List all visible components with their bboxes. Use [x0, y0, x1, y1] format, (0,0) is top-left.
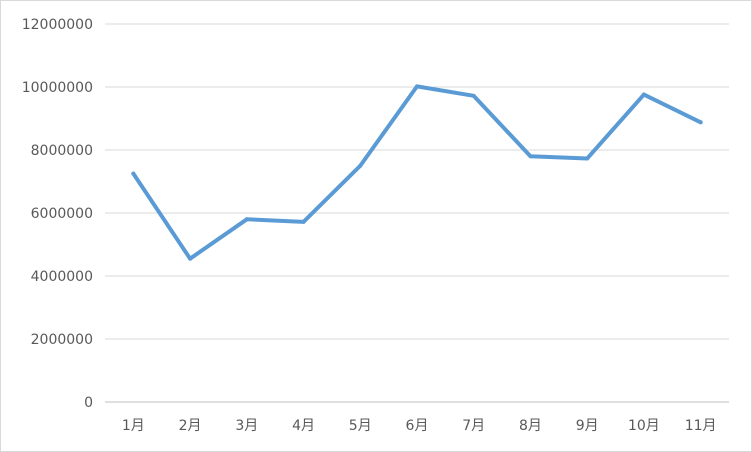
data-point — [131, 171, 136, 176]
data-point — [641, 92, 646, 97]
y-tick-label: 2000000 — [31, 332, 93, 348]
y-tick-label: 8000000 — [31, 143, 93, 159]
y-tick-label: 0 — [84, 395, 93, 411]
data-point — [188, 256, 193, 261]
x-tick-label: 2月 — [179, 418, 202, 434]
data-point — [471, 93, 476, 98]
series-layer — [131, 84, 703, 261]
x-tick-label: 11月 — [685, 418, 717, 434]
y-tick-label: 12000000 — [22, 17, 93, 33]
data-point — [585, 156, 590, 161]
x-tick-label: 5月 — [349, 418, 372, 434]
x-tick-label: 8月 — [519, 418, 542, 434]
x-tick-label: 10月 — [628, 418, 660, 434]
x-tick-label: 3月 — [235, 418, 258, 434]
x-axis: 1月 2月 3月 4月 5月 6月 7月 8月 9月 10月 11月 — [122, 418, 717, 434]
data-point — [528, 154, 533, 159]
data-point — [698, 120, 703, 125]
data-point — [244, 217, 249, 222]
x-tick-label: 4月 — [292, 418, 315, 434]
x-tick-label: 1月 — [122, 418, 145, 434]
y-axis: 0 2000000 4000000 6000000 8000000 10000000 120… — [22, 17, 93, 411]
series-line — [131, 84, 703, 261]
x-tick-label: 9月 — [576, 418, 599, 434]
gridlines — [105, 23, 729, 403]
y-tick-label: 6000000 — [31, 206, 93, 222]
x-tick-label: 6月 — [406, 418, 429, 434]
data-point — [358, 163, 363, 168]
y-tick-label: 4000000 — [31, 269, 93, 285]
data-point — [415, 84, 419, 89]
data-point — [301, 219, 306, 224]
y-tick-label: 10000000 — [22, 80, 93, 96]
x-tick-label: 7月 — [462, 418, 485, 434]
